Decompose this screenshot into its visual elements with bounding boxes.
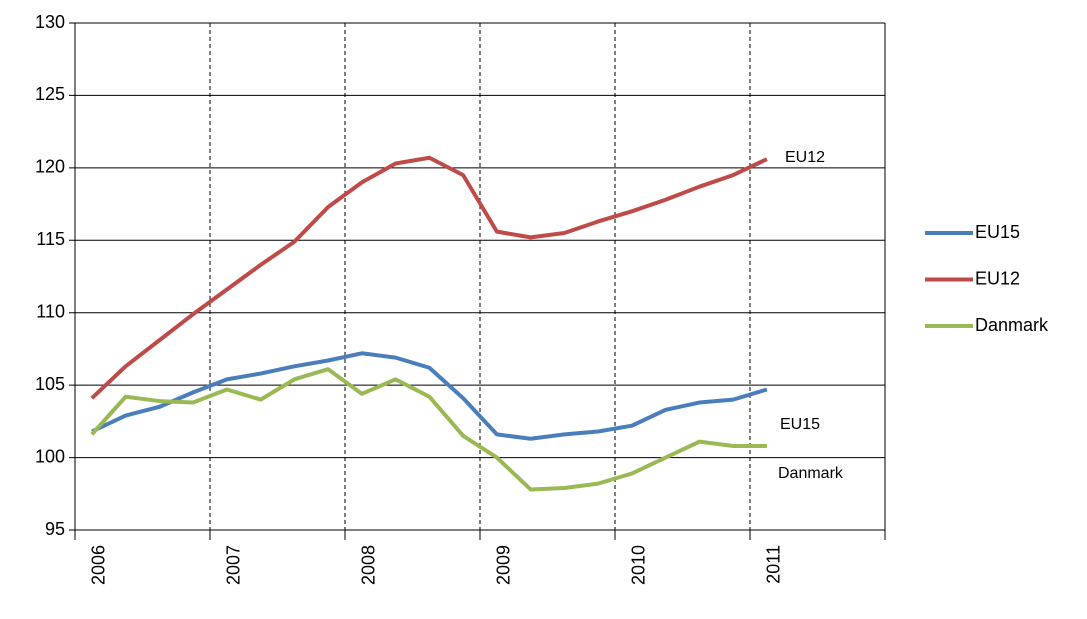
y-tick-label: 95 [45,519,65,539]
legend-label: Danmark [975,315,1049,335]
annotation: Danmark [778,465,844,482]
annotation: EU15 [780,416,820,433]
x-tick-label: 2011 [764,545,784,584]
y-tick-label: 125 [35,84,65,104]
x-tick-label: 2010 [629,545,649,585]
legend-label: EU12 [975,268,1020,288]
x-tick-label: 2006 [89,545,109,585]
annotation: EU12 [785,149,825,166]
y-tick-label: 100 [35,446,65,466]
series-line [90,155,768,400]
y-tick-label: 120 [35,157,65,177]
y-tick-label: 115 [36,229,65,249]
x-tick-label: 2008 [359,545,379,585]
series-line [90,367,767,492]
y-tick-label: 105 [35,374,65,394]
y-tick-label: 130 [35,12,65,32]
legend-label: EU15 [975,222,1020,242]
y-tick-label: 110 [36,301,65,321]
x-tick-label: 2007 [224,545,244,585]
x-tick-label: 2009 [494,545,514,585]
series-line [91,351,768,441]
